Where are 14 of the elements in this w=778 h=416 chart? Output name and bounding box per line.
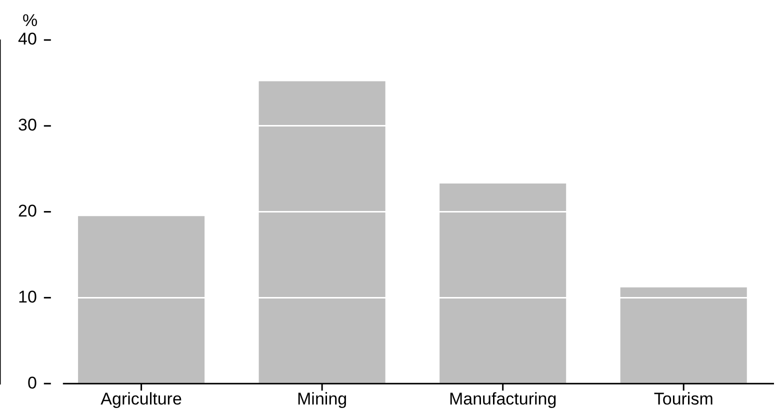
x-tick-label: Agriculture (100, 389, 182, 408)
bar (620, 287, 747, 383)
bar (440, 183, 566, 383)
bar (258, 81, 386, 383)
y-tick-label: 0 (27, 373, 37, 392)
x-tick-label: Manufacturing (448, 389, 557, 408)
bar (78, 216, 205, 383)
y-tick-label: 30 (18, 116, 37, 135)
y-tick-label: 10 (18, 287, 37, 306)
x-tick-label: Mining (297, 389, 348, 408)
y-tick-label: 20 (18, 201, 37, 220)
x-tick-label: Tourism (654, 389, 714, 408)
y-tick-label: 40 (18, 30, 37, 49)
y-axis-title: % (22, 11, 38, 30)
